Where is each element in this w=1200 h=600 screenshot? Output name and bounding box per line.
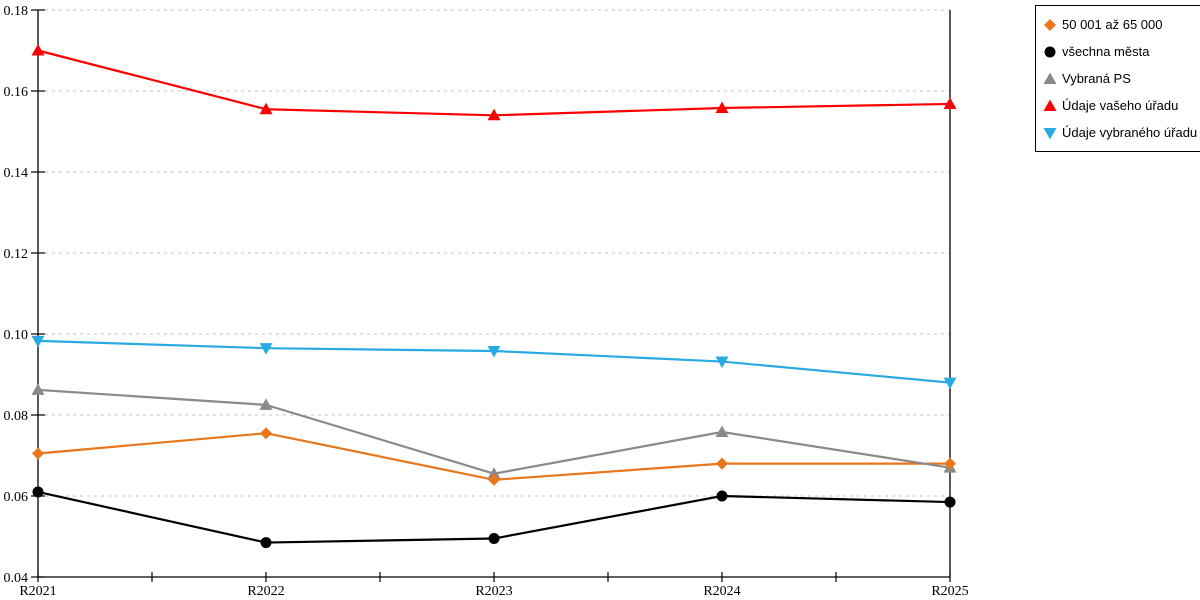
triangle-up-marker [715,101,729,114]
diamond-marker [32,447,44,460]
x-axis-label: R2023 [475,584,512,599]
triangle-up-marker [715,425,729,438]
diamond-marker [944,457,956,470]
triangle-down-marker [943,377,957,390]
legend-label: Údaje vybraného úřadu [1062,125,1198,140]
triangle-down-marker [31,335,45,348]
y-axis-label: 0.14 [4,166,29,181]
chart-legend: 50 001 až 65 000 všechna města Vybraná PS Ú… [1035,5,1200,152]
legend-item: 50 001 až 65 000 [1043,11,1197,38]
legend-item: Údaje vybraného úřadu [1043,119,1197,146]
legend-item: Údaje vašeho úřadu [1043,92,1197,119]
legend-item: Vybraná PS [1043,65,1197,92]
y-axis-label: 0.06 [4,490,29,505]
triangle-up-marker [259,102,273,115]
triangle-down-marker [715,356,729,369]
triangle-up-marker [943,97,957,109]
circle-marker [260,537,272,549]
diamond-icon [1044,18,1056,31]
triangle-down-marker [487,346,501,358]
y-axis-label: 0.18 [4,4,29,19]
legend-label: všechna města [1062,44,1150,59]
circle-marker [32,486,44,498]
triangle-up-icon [1043,72,1057,84]
series-line-triangle-up [37,388,951,475]
x-axis-label: R2025 [931,584,968,599]
triangle-up-marker [259,398,273,410]
diamond-marker [716,457,728,470]
triangle-up-marker [31,383,45,395]
circle-marker [716,490,728,502]
diamond-marker [488,473,500,486]
circle-marker [488,533,500,545]
circle-icon [1044,46,1056,57]
triangle-up-marker [487,467,501,479]
legend-label: 50 001 až 65 000 [1062,17,1163,32]
x-axis-label: R2024 [703,584,740,599]
y-axis-label: 0.12 [4,247,29,262]
x-axis-label: R2022 [247,584,284,599]
x-axis-label: R2021 [19,584,56,599]
triangle-up-marker [487,108,501,121]
y-axis-label: 0.08 [4,409,29,424]
legend-label: Vybraná PS [1062,71,1131,86]
series-line-triangle-up [37,49,951,117]
circle-marker [944,496,956,508]
y-axis-label: 0.04 [4,571,29,586]
diamond-marker [260,427,272,440]
triangle-up-icon [1043,99,1057,111]
y-axis-label: 0.16 [4,85,29,100]
legend-label: Údaje vašeho úřadu [1062,98,1179,113]
triangle-down-marker [259,343,273,355]
legend-item: všechna města [1043,38,1197,65]
triangle-down-icon [1043,127,1057,139]
y-axis-label: 0.10 [4,328,29,343]
triangle-up-marker [31,44,45,56]
